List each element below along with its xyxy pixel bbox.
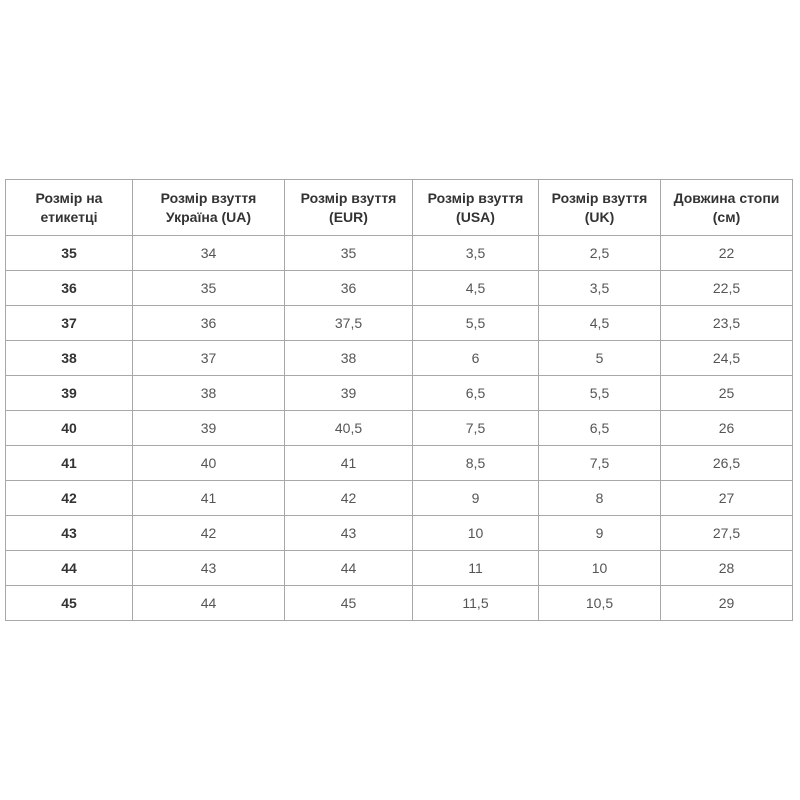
column-header: Довжина стопи (см)	[660, 179, 793, 236]
table-cell: 36	[132, 305, 285, 341]
table-cell: 7,5	[538, 445, 661, 481]
table-cell: 34	[132, 235, 285, 271]
table-cell: 28	[660, 550, 793, 586]
table-row: 42 41 42 9 8 27	[5, 480, 793, 516]
table-cell: 39	[284, 375, 413, 411]
table-cell: 9	[538, 515, 661, 551]
table-cell: 35	[284, 235, 413, 271]
table-cell: 37,5	[284, 305, 413, 341]
size-chart-table: Розмір на етикетці Розмір взуття Україна …	[5, 179, 793, 621]
table-cell: 38	[132, 375, 285, 411]
table-cell: 37	[132, 340, 285, 376]
table-row: 41 40 41 8,5 7,5 26,5	[5, 445, 793, 481]
table-cell: 8	[538, 480, 661, 516]
label-size-cell: 39	[5, 375, 133, 411]
table-cell: 29	[660, 585, 793, 621]
table-row: 40 39 40,5 7,5 6,5 26	[5, 410, 793, 446]
table-cell: 45	[284, 585, 413, 621]
table-row: 38 37 38 6 5 24,5	[5, 340, 793, 376]
table-cell: 3,5	[538, 270, 661, 306]
table-cell: 10	[538, 550, 661, 586]
header-row: Розмір на етикетці Розмір взуття Україна …	[5, 179, 793, 236]
table-cell: 11,5	[412, 585, 539, 621]
table-cell: 36	[284, 270, 413, 306]
table-cell: 26	[660, 410, 793, 446]
table-row: 43 42 43 10 9 27,5	[5, 515, 793, 551]
table-row: 36 35 36 4,5 3,5 22,5	[5, 270, 793, 306]
table-cell: 11	[412, 550, 539, 586]
label-size-cell: 45	[5, 585, 133, 621]
table-cell: 22,5	[660, 270, 793, 306]
table-row: 35 34 35 3,5 2,5 22	[5, 235, 793, 271]
column-header: Розмір на етикетці	[5, 179, 133, 236]
table-cell: 6	[412, 340, 539, 376]
table-cell: 6,5	[538, 410, 661, 446]
table-cell: 4,5	[412, 270, 539, 306]
table-cell: 3,5	[412, 235, 539, 271]
table-cell: 24,5	[660, 340, 793, 376]
label-size-cell: 36	[5, 270, 133, 306]
label-size-cell: 41	[5, 445, 133, 481]
table-cell: 43	[284, 515, 413, 551]
table-cell: 5,5	[412, 305, 539, 341]
table-cell: 8,5	[412, 445, 539, 481]
table-cell: 27,5	[660, 515, 793, 551]
table-cell: 5,5	[538, 375, 661, 411]
column-header: Розмір взуття (USA)	[412, 179, 539, 236]
table-cell: 42	[132, 515, 285, 551]
column-header: Розмір взуття Україна (UA)	[132, 179, 285, 236]
label-size-cell: 37	[5, 305, 133, 341]
table-cell: 41	[132, 480, 285, 516]
table-cell: 40	[132, 445, 285, 481]
table-cell: 23,5	[660, 305, 793, 341]
table-cell: 42	[284, 480, 413, 516]
table-cell: 43	[132, 550, 285, 586]
table-cell: 4,5	[538, 305, 661, 341]
label-size-cell: 44	[5, 550, 133, 586]
table-cell: 27	[660, 480, 793, 516]
column-header: Розмір взуття (UK)	[538, 179, 661, 236]
table-cell: 26,5	[660, 445, 793, 481]
table-cell: 10	[412, 515, 539, 551]
table-cell: 9	[412, 480, 539, 516]
label-size-cell: 40	[5, 410, 133, 446]
table-cell: 5	[538, 340, 661, 376]
label-size-cell: 38	[5, 340, 133, 376]
table-cell: 40,5	[284, 410, 413, 446]
table-cell: 22	[660, 235, 793, 271]
label-size-cell: 35	[5, 235, 133, 271]
table-row: 44 43 44 11 10 28	[5, 550, 793, 586]
table-cell: 39	[132, 410, 285, 446]
column-header: Розмір взуття (EUR)	[284, 179, 413, 236]
table-cell: 44	[132, 585, 285, 621]
table-row: 37 36 37,5 5,5 4,5 23,5	[5, 305, 793, 341]
table-cell: 25	[660, 375, 793, 411]
label-size-cell: 43	[5, 515, 133, 551]
table-cell: 10,5	[538, 585, 661, 621]
table-cell: 35	[132, 270, 285, 306]
table-row: 39 38 39 6,5 5,5 25	[5, 375, 793, 411]
table-cell: 41	[284, 445, 413, 481]
table-cell: 44	[284, 550, 413, 586]
table-cell: 6,5	[412, 375, 539, 411]
table-row: 45 44 45 11,5 10,5 29	[5, 585, 793, 621]
label-size-cell: 42	[5, 480, 133, 516]
table-cell: 2,5	[538, 235, 661, 271]
table-cell: 7,5	[412, 410, 539, 446]
table-cell: 38	[284, 340, 413, 376]
